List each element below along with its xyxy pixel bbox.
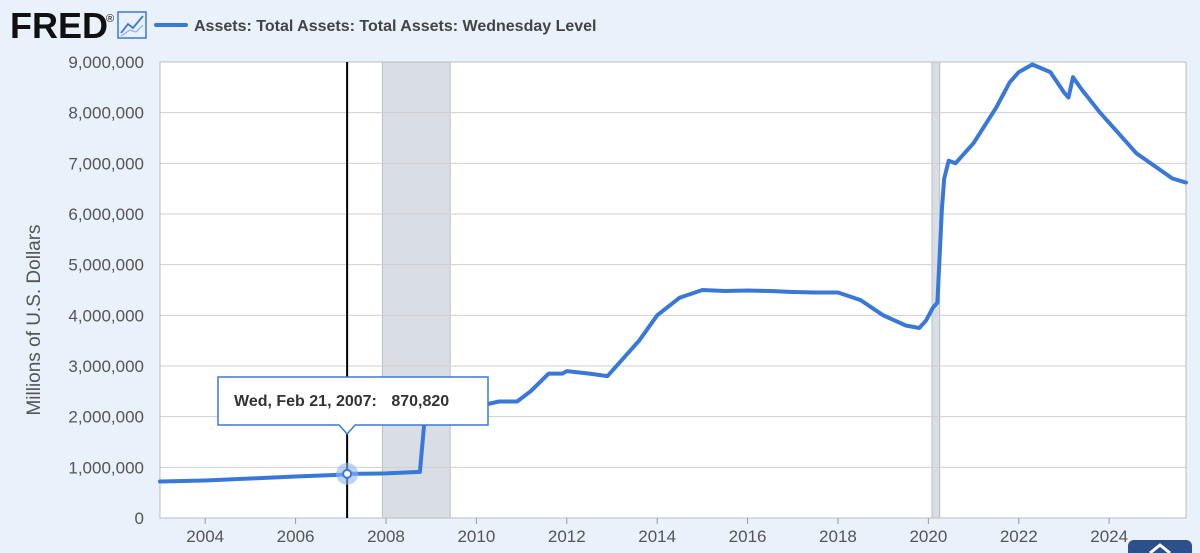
- x-tick-label: 2024: [1090, 527, 1128, 546]
- y-tick-label: 9,000,000: [68, 53, 144, 72]
- scroll-top-button[interactable]: [1128, 540, 1192, 553]
- x-tick-label: 2006: [277, 527, 315, 546]
- registered-mark: ®: [106, 13, 114, 25]
- y-axis-title: Millions of U.S. Dollars: [24, 224, 45, 415]
- y-axis-ticks: 0 1,000,000 2,000,000 3,000,000 4,000,000 5,0…: [68, 53, 144, 528]
- y-tick-label: 1,000,000: [68, 458, 144, 477]
- tooltip-date: Wed, Feb 21, 2007:: [234, 393, 377, 410]
- x-axis-ticks: 2004 2006 2008 2010 2012 2014 2016 2018 2020 2022…: [186, 518, 1128, 546]
- recession-band: [381, 61, 451, 519]
- y-tick-label: 8,000,000: [68, 104, 144, 123]
- y-tick-label: 4,000,000: [68, 306, 144, 325]
- fred-logo-text: FRED: [10, 5, 108, 46]
- x-tick-label: 2012: [548, 527, 586, 546]
- plot-frame: [159, 61, 1187, 519]
- tooltip-box: [217, 376, 489, 436]
- x-tick-label: 2016: [729, 527, 767, 546]
- gridlines: [159, 61, 1187, 519]
- plot-background: [160, 62, 1186, 518]
- y-tick-label: 0: [135, 509, 144, 528]
- x-tick-label: 2020: [909, 527, 947, 546]
- legend[interactable]: Assets: Total Assets: Total Assets: Wedn…: [154, 18, 597, 35]
- tooltip-text: Wed, Feb 21, 2007: 870,820: [234, 393, 449, 410]
- x-tick-label: 2014: [638, 527, 676, 546]
- y-tick-label: 7,000,000: [68, 154, 144, 173]
- x-tick-label: 2022: [1000, 527, 1038, 546]
- highlight-point[interactable]: [342, 468, 353, 479]
- fred-logo[interactable]: FRED ®: [10, 5, 147, 46]
- x-tick-label: 2018: [819, 527, 857, 546]
- y-tick-label: 6,000,000: [68, 205, 144, 224]
- y-tick-label: 2,000,000: [68, 408, 144, 427]
- legend-label: Assets: Total Assets: Total Assets: Wedn…: [194, 18, 597, 35]
- tooltip: Wed, Feb 21, 2007: 870,820: [217, 376, 489, 436]
- chart-line-icon: [117, 11, 147, 39]
- chevron-up-icon: [1149, 543, 1171, 553]
- y-tick-label: 5,000,000: [68, 256, 144, 275]
- x-tick-label: 2008: [367, 527, 405, 546]
- x-tick-label: 2010: [457, 527, 495, 546]
- tooltip-value: 870,820: [391, 393, 449, 410]
- y-tick-label: 3,000,000: [68, 357, 144, 376]
- x-tick-label: 2004: [186, 527, 224, 546]
